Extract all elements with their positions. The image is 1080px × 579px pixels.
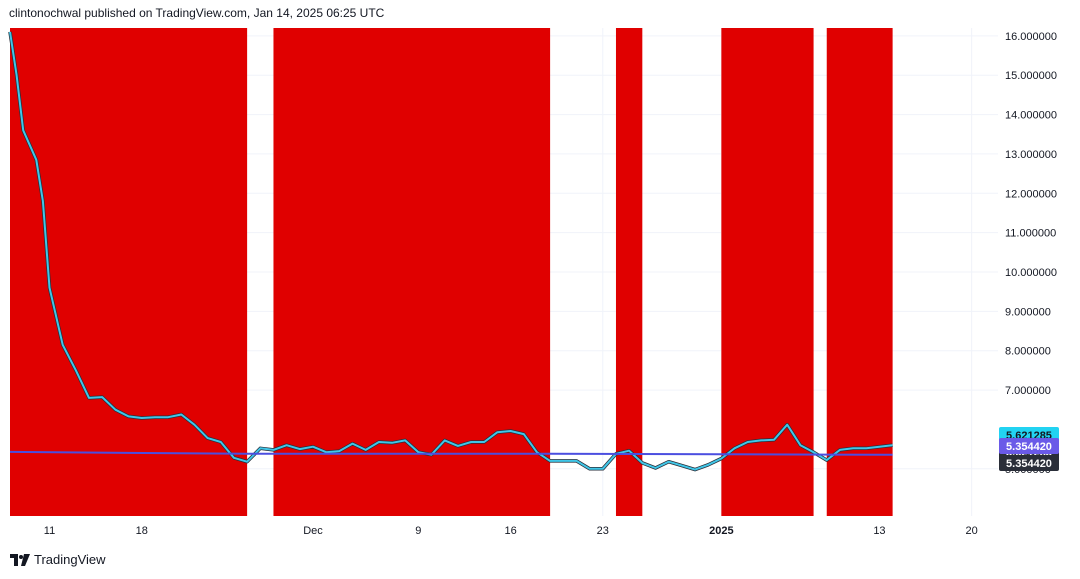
x-tick-label: Dec — [303, 525, 323, 537]
x-tick-label: 16 — [504, 525, 516, 537]
moving-average-line — [9, 450, 893, 456]
price-label-text: 5.354420 — [1006, 458, 1052, 470]
price-axis[interactable]: 16.000000 15.000000 14.000000 13.000000 12.0… — [1005, 31, 1057, 476]
series-lines — [8, 31, 893, 472]
price-line — [9, 31, 893, 471]
x-tick-label: 13 — [873, 525, 885, 537]
highlight-band — [721, 28, 814, 516]
price-label-text: 5.354420 — [1006, 441, 1052, 453]
y-tick-label: 15.000000 — [1005, 70, 1057, 82]
publish-attribution: clintonochwal published on TradingView.c… — [9, 6, 385, 20]
y-tick-label: 14.000000 — [1005, 110, 1057, 122]
x-tick-label: 18 — [136, 525, 148, 537]
y-tick-label: 10.000000 — [1005, 267, 1057, 279]
y-tick-label: 12.000000 — [1005, 188, 1057, 200]
price-label-bg — [999, 455, 1059, 471]
y-tick-label: 9.000000 — [1005, 306, 1051, 318]
y-tick-label: 11.000000 — [1005, 228, 1056, 240]
y-tick-label: 7.000000 — [1005, 385, 1051, 397]
x-tick-label: 20 — [966, 525, 978, 537]
x-tick-label: 9 — [415, 525, 421, 537]
price-label-badge: 5.354420 — [999, 455, 1059, 471]
x-tick-label: 11 — [44, 525, 55, 537]
y-tick-label: 8.000000 — [1005, 346, 1051, 358]
highlight-band — [273, 28, 551, 516]
price-label-bg — [999, 438, 1059, 454]
tradingview-logo-icon — [10, 553, 30, 566]
highlight-bands — [10, 28, 893, 516]
footer-brand[interactable]: TradingView — [10, 552, 106, 567]
y-tick-label: 16.000000 — [1005, 31, 1057, 43]
x-tick-label: 2025 — [709, 525, 733, 537]
brand-name: TradingView — [34, 552, 106, 567]
highlight-band — [826, 28, 893, 516]
price-label-badge: 5.354420 — [999, 438, 1059, 454]
highlight-band — [615, 28, 643, 516]
x-tick-label: 23 — [597, 525, 609, 537]
time-axis[interactable]: 11 18 Dec 9 16 23 2025 13 20 — [44, 525, 978, 537]
y-tick-label: 13.000000 — [1005, 149, 1057, 161]
highlight-band — [10, 28, 248, 516]
